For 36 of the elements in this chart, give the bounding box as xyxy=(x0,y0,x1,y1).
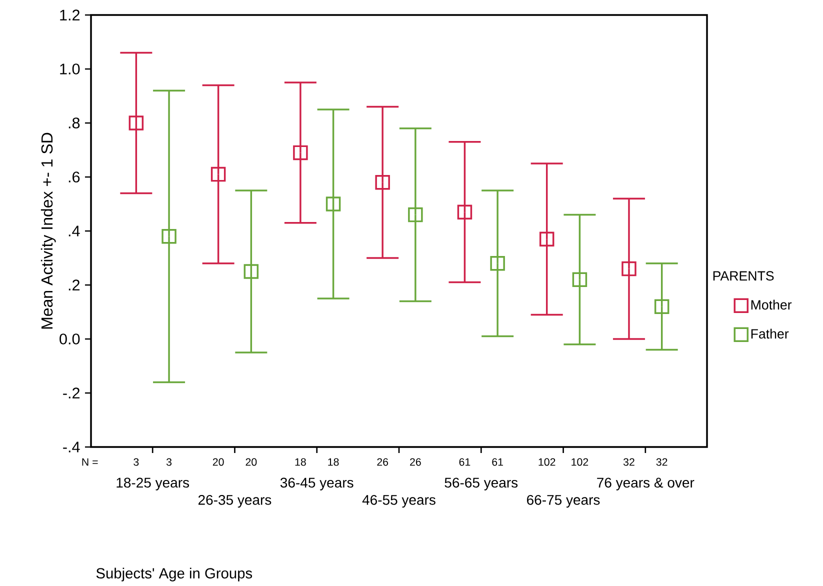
text: 26 xyxy=(410,458,421,466)
text: 102 xyxy=(538,458,556,466)
legend-label: Father xyxy=(751,328,789,339)
text: 20 xyxy=(246,458,257,466)
y-tick-label: -.4 xyxy=(63,442,80,452)
x-tick-label: 18-25 years xyxy=(116,478,190,490)
y-tick-label: .4 xyxy=(68,226,80,236)
text: N = xyxy=(82,458,98,466)
x-tick-label: 56-65 years xyxy=(444,478,518,490)
text: 102 xyxy=(572,458,588,466)
x-tick-label: 46-55 years xyxy=(362,494,436,508)
text: 61 xyxy=(459,458,470,466)
text: 61 xyxy=(492,458,503,466)
x-tick-label: 66-75 years xyxy=(527,494,600,508)
legend-label: Mother xyxy=(751,300,792,310)
text: 3 xyxy=(134,458,139,466)
y-tick-label: .6 xyxy=(68,172,80,182)
text: 32 xyxy=(656,458,668,466)
text: 32 xyxy=(623,458,634,466)
text: 18 xyxy=(328,458,339,466)
y-tick-label: .2 xyxy=(68,280,80,290)
text: 26 xyxy=(377,458,388,466)
x-tick-label: 26-35 years xyxy=(198,494,272,508)
x-tick-label: 76 years & over xyxy=(597,478,694,490)
x-tick-label: 36-45 years xyxy=(280,478,354,490)
text: 3 xyxy=(166,458,172,466)
legend-title: PARENTS xyxy=(713,271,774,281)
text: 18 xyxy=(295,458,306,466)
x-axis-title: Subjects' Age in Groups xyxy=(96,568,252,582)
y-tick-label: -.2 xyxy=(63,388,80,398)
text: 20 xyxy=(212,458,224,466)
y-tick-label: 1.0 xyxy=(60,64,80,74)
y-tick-label: 0.0 xyxy=(60,334,80,344)
y-tick-label: 1.2 xyxy=(60,10,80,20)
y-tick-label: .8 xyxy=(68,118,80,128)
y-axis-title: Mean Activity Index +- 1 SD xyxy=(40,132,56,329)
